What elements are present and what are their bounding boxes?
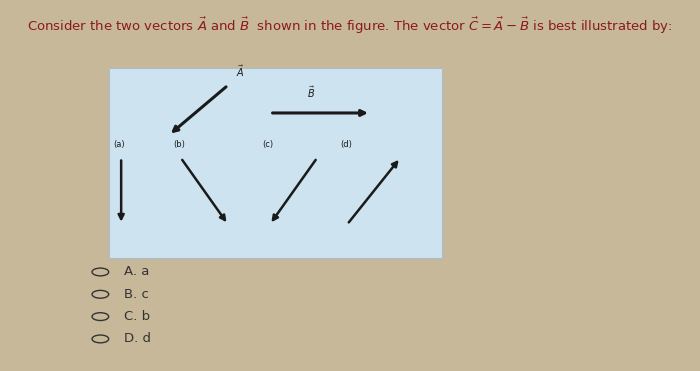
Text: B. c: B. c	[124, 288, 149, 301]
Text: (d): (d)	[340, 140, 352, 149]
Text: C. b: C. b	[124, 310, 150, 323]
Text: (b): (b)	[173, 140, 185, 149]
Text: (a): (a)	[113, 140, 125, 149]
Text: $\vec{B}$: $\vec{B}$	[307, 85, 316, 101]
Text: $\vec{A}$: $\vec{A}$	[236, 64, 244, 79]
FancyBboxPatch shape	[109, 68, 442, 258]
Text: D. d: D. d	[124, 332, 151, 345]
Text: A. a: A. a	[124, 266, 150, 279]
Text: Consider the two vectors $\vec{A}$ and $\vec{B}$  shown in the figure. The vecto: Consider the two vectors $\vec{A}$ and $…	[27, 16, 673, 36]
Text: (c): (c)	[262, 140, 274, 149]
